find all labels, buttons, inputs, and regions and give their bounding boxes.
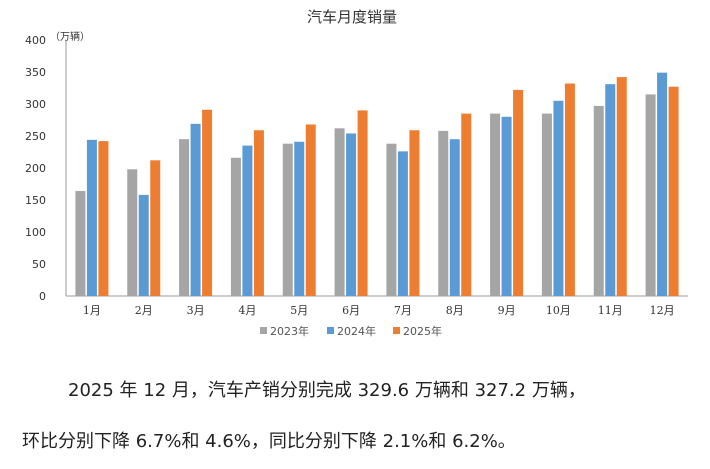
- bars: [75, 72, 679, 297]
- chart-title: 汽车月度销量: [307, 8, 397, 26]
- y-tick-label: 350: [25, 66, 46, 79]
- bar-2025年-2月: [150, 160, 161, 296]
- legend-swatch-2024年: [327, 327, 334, 334]
- bar-2024年-12月: [657, 72, 668, 296]
- y-tick-label: 0: [39, 290, 46, 303]
- x-category-label: 8月: [446, 304, 464, 317]
- legend-label: 2023年: [270, 324, 309, 338]
- bar-2023年-8月: [438, 130, 449, 296]
- legend-swatch-2023年: [260, 327, 267, 334]
- y-tick-labels: 0 50 100 150 200 250 300 350 400: [25, 34, 46, 303]
- bar-2025年-10月: [564, 83, 575, 297]
- bar-2024年-4月: [242, 145, 253, 296]
- bar-2024年-8月: [449, 139, 460, 296]
- bar-2023年-5月: [282, 143, 293, 296]
- bar-2024年-9月: [501, 116, 512, 296]
- bar-2023年-7月: [386, 143, 397, 296]
- legend-label: 2025年: [403, 324, 442, 338]
- x-category-label: 4月: [238, 304, 256, 317]
- legend-swatch-2025年: [393, 327, 400, 334]
- bar-2023年-12月: [645, 94, 656, 297]
- chart-svg: 汽车月度销量 （万辆） 0 50 100 150 200 250 300 350 400 1月 2…: [25, 8, 688, 338]
- bar-2025年-8月: [461, 113, 472, 296]
- bar-2023年-11月: [593, 105, 604, 296]
- bar-2024年-7月: [397, 151, 408, 296]
- bar-2025年-4月: [253, 130, 264, 296]
- y-axis-unit: （万辆）: [50, 30, 90, 43]
- bar-2023年-10月: [541, 113, 552, 296]
- x-category-label: 9月: [498, 304, 516, 317]
- bar-2023年-9月: [490, 113, 501, 296]
- bar-2024年-3月: [190, 123, 201, 296]
- x-category-label: 11月: [598, 304, 623, 317]
- y-tick-label: 100: [25, 226, 46, 239]
- y-tick-label: 150: [25, 194, 46, 207]
- bar-2025年-6月: [357, 110, 368, 297]
- x-category-label: 12月: [650, 304, 675, 317]
- x-category-label: 6月: [342, 304, 360, 317]
- bar-2023年-6月: [334, 128, 345, 296]
- x-category-label: 1月: [83, 304, 101, 317]
- caption-line-1: 2025 年 12 月，汽车产销分别完成 329.6 万辆和 327.2 万辆，: [68, 380, 586, 401]
- bar-2025年-9月: [513, 89, 524, 296]
- y-tick-label: 50: [32, 258, 46, 271]
- x-category-label: 2月: [135, 304, 153, 317]
- bar-2023年-4月: [230, 157, 241, 296]
- bar-2024年-10月: [553, 100, 564, 296]
- bar-2024年-6月: [346, 133, 357, 296]
- bar-2025年-3月: [202, 109, 213, 296]
- bar-2023年-1月: [75, 191, 86, 296]
- x-category-labels: 1月 2月 3月 4月 5月 6月 7月 8月 9月 10月 11月 12月: [83, 304, 675, 317]
- caption-line-2: 环比分别下降 6.7%和 4.6%，同比分别下降 2.1%和 6.2%。: [22, 431, 516, 452]
- y-tick-label: 400: [25, 34, 46, 47]
- bar-2025年-12月: [668, 86, 679, 296]
- bar-2023年-2月: [127, 169, 138, 296]
- bar-2025年-11月: [616, 77, 627, 297]
- x-category-label: 10月: [546, 304, 571, 317]
- x-category-label: 7月: [394, 304, 412, 317]
- bar-2024年-2月: [138, 194, 149, 296]
- bar-2024年-11月: [605, 84, 616, 296]
- legend: 2023年 2024年 2025年: [260, 324, 442, 338]
- bar-2023年-3月: [179, 139, 190, 296]
- legend-label: 2024年: [337, 324, 376, 338]
- x-category-label: 5月: [290, 304, 308, 317]
- y-tick-label: 200: [25, 162, 46, 175]
- bar-2025年-5月: [305, 124, 316, 296]
- bar-2024年-1月: [86, 139, 97, 296]
- bar-2024年-5月: [294, 141, 305, 296]
- y-tick-label: 300: [25, 98, 46, 111]
- x-category-label: 3月: [187, 304, 205, 317]
- bar-2025年-7月: [409, 130, 420, 296]
- bar-2025年-1月: [98, 141, 109, 296]
- y-tick-label: 250: [25, 130, 46, 143]
